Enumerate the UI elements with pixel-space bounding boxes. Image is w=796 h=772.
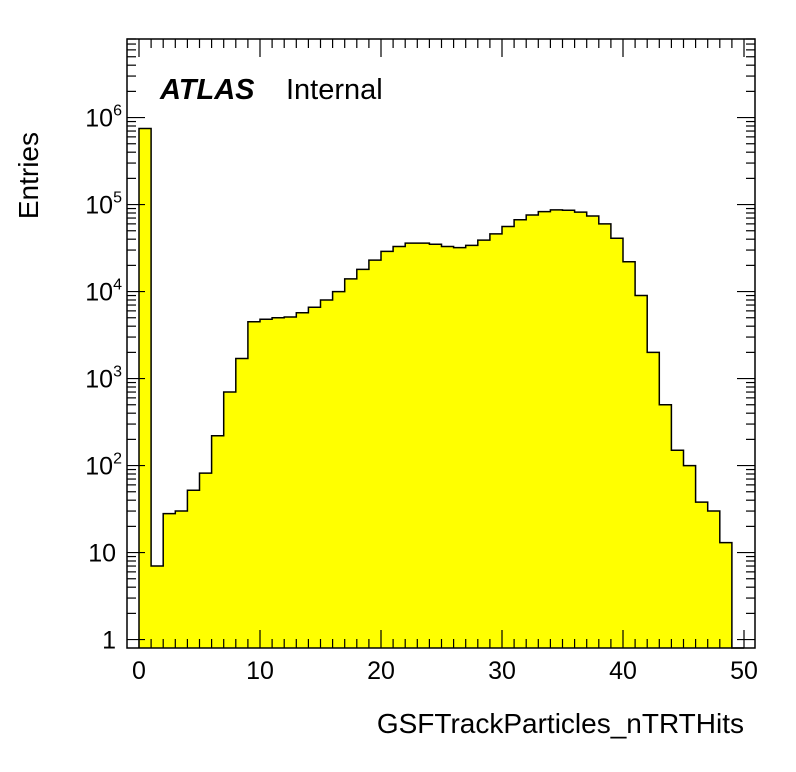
atlas-label: ATLAS	[159, 74, 255, 106]
x-tick-label: 0	[132, 657, 146, 685]
axis-ticks	[127, 38, 755, 648]
y-tick-label: 106	[85, 103, 122, 133]
histogram-bin	[235, 358, 249, 648]
x-tick-label: 40	[609, 657, 637, 685]
histogram-bin	[719, 542, 733, 648]
histogram-bin	[247, 321, 261, 648]
x-tick-labels: 0 10 20 30 40 50	[132, 657, 758, 685]
histogram-bin	[199, 473, 212, 648]
y-axis-title: Entries	[13, 132, 44, 219]
histogram-bin	[562, 210, 575, 648]
histogram-bin	[502, 226, 515, 648]
histogram-outline	[138, 127, 744, 649]
histogram-bin	[574, 212, 588, 648]
histogram-bin	[187, 490, 200, 648]
histogram-bin	[417, 243, 430, 648]
histogram-bin	[260, 319, 273, 648]
x-tick-label: 10	[246, 657, 274, 685]
histogram-bin	[139, 128, 152, 649]
histogram-bin	[647, 352, 660, 648]
histogram-bin	[405, 243, 418, 648]
histogram-bin	[586, 215, 600, 648]
histogram-bin	[344, 278, 358, 648]
histogram-bin	[381, 251, 394, 648]
histogram-bin	[151, 566, 164, 648]
y-tick-label: 104	[85, 277, 122, 307]
internal-label: Internal	[286, 74, 383, 106]
histogram-bin	[477, 240, 491, 648]
histogram-bin	[671, 450, 684, 648]
y-tick-label: 105	[85, 190, 122, 220]
histogram-bars	[139, 128, 733, 649]
x-tick-label: 30	[488, 657, 516, 685]
histogram-bin	[223, 392, 237, 648]
histogram-bin	[429, 244, 442, 648]
histogram-bin	[514, 219, 527, 648]
histogram-bin	[707, 511, 721, 648]
histogram-bin	[284, 317, 297, 648]
histogram-bin	[308, 307, 321, 648]
histogram-bin	[465, 245, 479, 648]
x-tick-label: 50	[730, 657, 758, 685]
histogram-bin	[538, 211, 551, 648]
y-tick-label: 10	[88, 540, 116, 568]
y-tick-label: 1	[102, 627, 116, 655]
histogram-bin	[526, 214, 539, 648]
histogram-bin	[610, 238, 624, 648]
histogram-bin	[272, 317, 285, 648]
histogram-bin	[368, 260, 382, 648]
histogram-bin	[598, 223, 612, 648]
histogram-bin	[296, 312, 309, 648]
y-tick-label: 102	[85, 451, 122, 481]
histogram-bin	[332, 291, 346, 648]
histogram-bin	[623, 261, 636, 648]
histogram-bin	[211, 435, 225, 648]
histogram-bin	[320, 300, 333, 648]
histogram-bin	[393, 246, 406, 648]
y-tick-labels: 1 10 102 103 104 105 106	[85, 103, 122, 655]
histogram-bin	[175, 511, 188, 648]
histogram-bin	[489, 233, 503, 648]
histogram-bin	[453, 247, 467, 648]
histogram-bin	[356, 269, 370, 648]
histogram-bin	[163, 513, 176, 648]
x-tick-label: 20	[367, 657, 395, 685]
histogram-bin	[441, 246, 454, 648]
histogram-bin	[659, 404, 672, 648]
x-axis-title: GSFTrackParticles_nTRTHits	[377, 708, 744, 739]
histogram-bin	[683, 465, 696, 648]
histogram-bin	[695, 502, 709, 648]
y-tick-label: 103	[85, 364, 122, 394]
histogram-bin	[635, 295, 648, 648]
histogram-bin	[550, 209, 563, 648]
